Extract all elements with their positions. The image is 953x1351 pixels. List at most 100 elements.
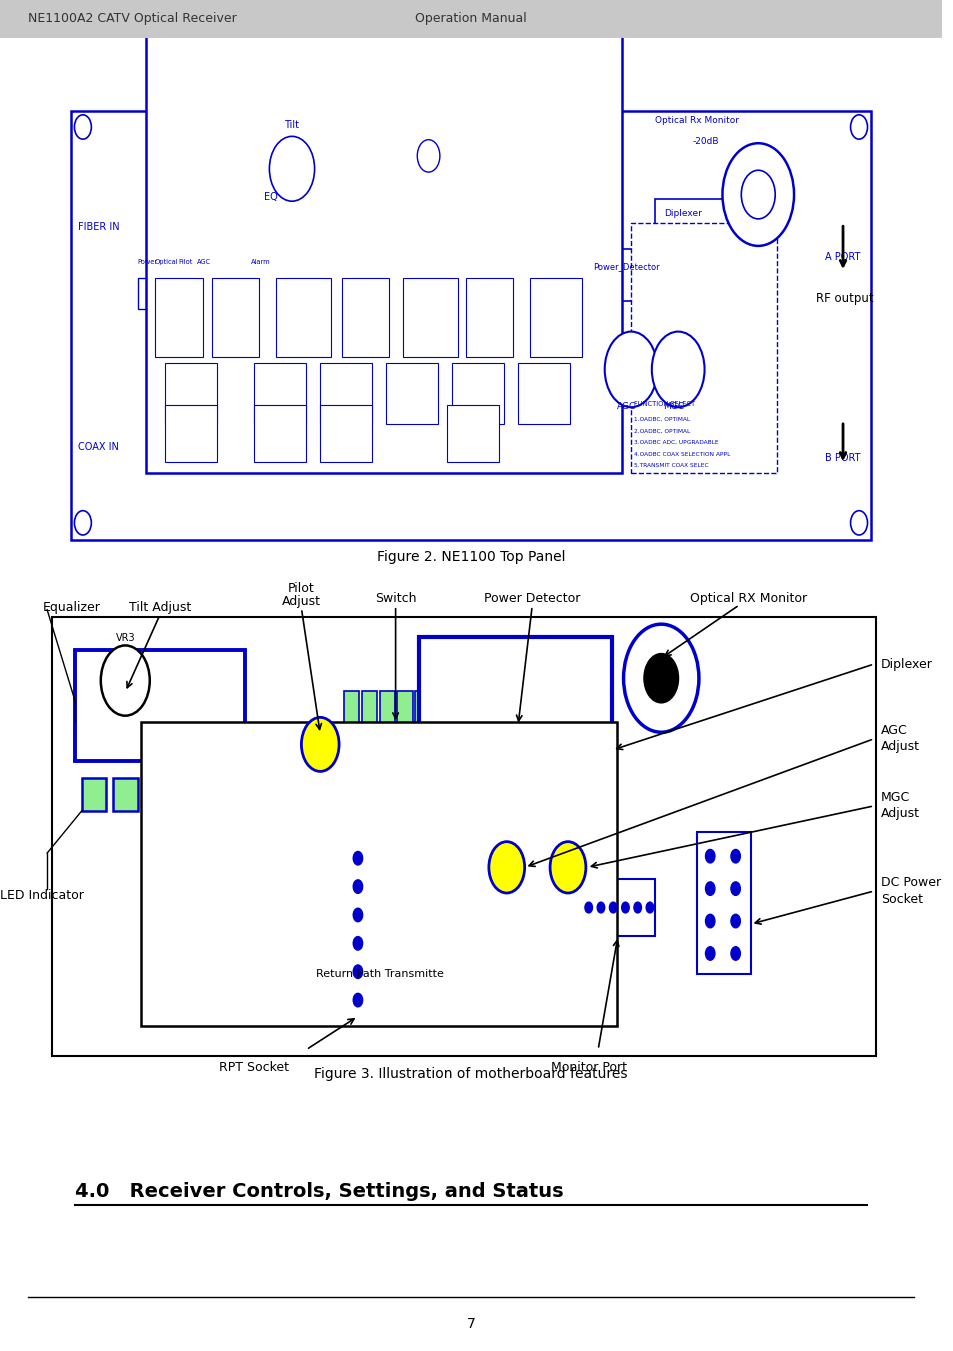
FancyBboxPatch shape — [146, 0, 621, 473]
Text: AGC: AGC — [880, 724, 906, 736]
FancyBboxPatch shape — [212, 278, 259, 357]
Text: VR3: VR3 — [115, 634, 135, 643]
FancyBboxPatch shape — [275, 278, 331, 357]
Circle shape — [353, 965, 362, 978]
FancyBboxPatch shape — [82, 778, 107, 811]
Circle shape — [651, 331, 704, 407]
FancyBboxPatch shape — [71, 111, 870, 540]
Circle shape — [269, 136, 314, 201]
Circle shape — [301, 717, 338, 771]
Text: NE1100A2 CATV Optical Receiver: NE1100A2 CATV Optical Receiver — [29, 12, 236, 26]
Circle shape — [730, 915, 740, 928]
Text: Return Path Transmitte: Return Path Transmitte — [315, 969, 443, 978]
Circle shape — [353, 908, 362, 921]
Text: DC Power: DC Power — [880, 875, 940, 889]
Text: 4.OADBC COAX SELECTION APPL: 4.OADBC COAX SELECTION APPL — [633, 451, 730, 457]
Circle shape — [850, 115, 866, 139]
Circle shape — [416, 139, 439, 172]
FancyBboxPatch shape — [138, 278, 155, 309]
FancyBboxPatch shape — [112, 778, 137, 811]
Text: Optical RX Monitor: Optical RX Monitor — [690, 592, 806, 605]
FancyBboxPatch shape — [697, 832, 750, 974]
FancyBboxPatch shape — [433, 690, 448, 742]
FancyBboxPatch shape — [141, 721, 617, 1025]
Text: Operation Manual: Operation Manual — [415, 12, 526, 26]
Text: Socket: Socket — [880, 893, 922, 905]
Text: LED Indicator: LED Indicator — [0, 889, 84, 902]
FancyBboxPatch shape — [341, 278, 389, 357]
Text: 3.OADBC ADC, UPGRADABLE: 3.OADBC ADC, UPGRADABLE — [633, 440, 718, 444]
Text: Diplexer: Diplexer — [663, 208, 701, 218]
Circle shape — [597, 902, 604, 913]
Circle shape — [730, 947, 740, 961]
Circle shape — [584, 902, 592, 913]
FancyBboxPatch shape — [338, 834, 376, 1016]
FancyBboxPatch shape — [580, 880, 654, 936]
FancyBboxPatch shape — [268, 778, 293, 811]
Text: Figure 2. NE1100 Top Panel: Figure 2. NE1100 Top Panel — [376, 550, 564, 563]
Text: RPT Socket: RPT Socket — [219, 1061, 289, 1074]
Text: Adjust: Adjust — [880, 740, 919, 754]
Text: -20dB: -20dB — [692, 138, 718, 146]
FancyBboxPatch shape — [144, 778, 169, 811]
FancyBboxPatch shape — [452, 363, 503, 424]
Circle shape — [623, 624, 699, 732]
FancyBboxPatch shape — [466, 278, 513, 357]
FancyBboxPatch shape — [451, 690, 466, 742]
Circle shape — [705, 850, 714, 863]
FancyBboxPatch shape — [320, 363, 372, 424]
Text: Adjust: Adjust — [880, 808, 919, 820]
FancyBboxPatch shape — [203, 278, 220, 309]
FancyBboxPatch shape — [206, 778, 231, 811]
Text: Figure 3. Illustration of motherboard features: Figure 3. Illustration of motherboard fe… — [314, 1067, 627, 1081]
Circle shape — [609, 902, 617, 913]
Text: Power Detector: Power Detector — [483, 592, 579, 605]
Text: Adjust: Adjust — [282, 594, 320, 608]
FancyBboxPatch shape — [0, 0, 941, 38]
Circle shape — [353, 880, 362, 893]
FancyBboxPatch shape — [379, 690, 395, 742]
FancyBboxPatch shape — [225, 278, 242, 309]
Circle shape — [740, 170, 775, 219]
Text: 5.TRANSMIT COAX SELEC: 5.TRANSMIT COAX SELEC — [633, 463, 708, 469]
Circle shape — [550, 842, 585, 893]
FancyBboxPatch shape — [418, 638, 612, 775]
FancyBboxPatch shape — [517, 363, 569, 424]
Text: Optical Rx Monitor: Optical Rx Monitor — [654, 116, 738, 124]
Circle shape — [101, 646, 150, 716]
Circle shape — [705, 915, 714, 928]
Text: B PORT: B PORT — [824, 453, 860, 463]
FancyBboxPatch shape — [75, 650, 245, 761]
FancyBboxPatch shape — [593, 250, 706, 301]
Text: MGC: MGC — [880, 790, 909, 804]
Text: Power_Detector: Power_Detector — [593, 262, 659, 270]
Circle shape — [353, 993, 362, 1006]
Text: A PORT: A PORT — [824, 251, 860, 262]
Text: Monitor Port: Monitor Port — [550, 1061, 626, 1074]
FancyBboxPatch shape — [254, 405, 306, 462]
Text: Optical: Optical — [154, 258, 178, 265]
FancyBboxPatch shape — [165, 405, 216, 462]
FancyBboxPatch shape — [415, 690, 430, 742]
Text: 4.0   Receiver Controls, Settings, and Status: 4.0 Receiver Controls, Settings, and Sta… — [75, 1182, 563, 1201]
FancyBboxPatch shape — [254, 363, 306, 424]
FancyBboxPatch shape — [268, 278, 285, 309]
Text: Equalizer: Equalizer — [42, 601, 100, 613]
Text: 1.OADBC, OPTIMAL: 1.OADBC, OPTIMAL — [633, 416, 689, 422]
Circle shape — [353, 936, 362, 950]
Circle shape — [721, 143, 793, 246]
FancyBboxPatch shape — [299, 778, 324, 811]
Circle shape — [74, 115, 91, 139]
Circle shape — [604, 331, 657, 407]
Text: AGC: AGC — [616, 401, 636, 411]
FancyBboxPatch shape — [343, 690, 358, 742]
Circle shape — [621, 902, 629, 913]
FancyBboxPatch shape — [403, 278, 457, 357]
FancyBboxPatch shape — [447, 405, 498, 462]
Text: RF output: RF output — [815, 292, 873, 305]
FancyBboxPatch shape — [175, 778, 199, 811]
FancyBboxPatch shape — [397, 690, 412, 742]
Circle shape — [488, 842, 524, 893]
FancyBboxPatch shape — [160, 278, 177, 309]
Text: MGC: MGC — [662, 401, 683, 411]
